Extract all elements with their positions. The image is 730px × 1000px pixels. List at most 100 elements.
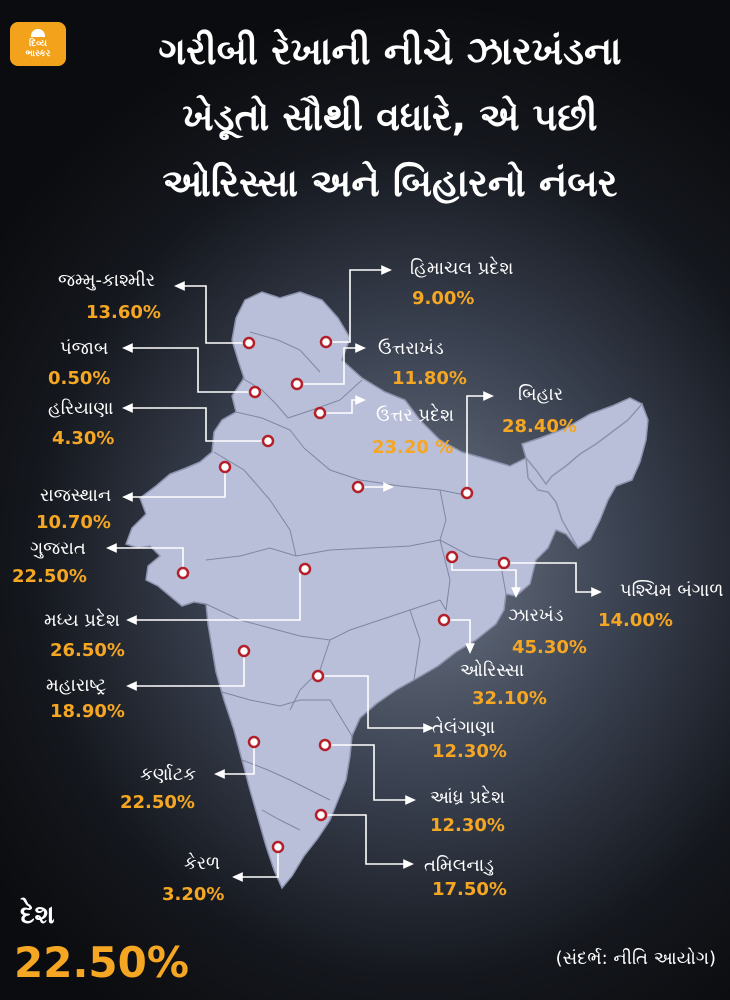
brand-logo: દિવ્ય ભાસ્કર — [10, 22, 66, 66]
label-state-6: બિહાર — [518, 384, 564, 405]
page-title: ગરીબી રેખાની નીચે ઝારખંડના ખેડૂતો સૌથી વ… — [70, 18, 710, 216]
marker-state-18 — [314, 808, 328, 822]
arrow-state-15 — [214, 769, 225, 779]
map-northeast — [525, 402, 649, 550]
marker-state-16 — [318, 738, 332, 752]
marker-state-14 — [311, 669, 325, 683]
connector-state-16 — [325, 744, 412, 801]
marker-state-2 — [248, 385, 262, 399]
marker-state-9 — [497, 556, 511, 570]
arrow-state-2 — [122, 343, 133, 353]
value-state-17: 3.20% — [162, 884, 225, 905]
arrow-state-4 — [122, 403, 133, 413]
label-state-0: જમ્મુ-કાશ્મીર — [58, 270, 156, 291]
arrow-state-6 — [483, 391, 494, 401]
marker-state-15 — [247, 735, 261, 749]
brand-line2: ભાસ્કર — [25, 49, 51, 59]
map-shape — [125, 291, 649, 890]
value-state-9: 14.00% — [598, 610, 673, 631]
arrow-state-7 — [122, 492, 133, 502]
state-markers — [176, 335, 511, 854]
connector-state-9 — [504, 562, 598, 593]
value-state-3: 11.80% — [392, 368, 467, 389]
arrow-state-1 — [381, 265, 392, 275]
arrow-state-16 — [405, 795, 416, 805]
connector-state-15 — [218, 742, 255, 775]
marker-state-0 — [242, 336, 256, 350]
connector-lines — [106, 265, 602, 882]
arrow-state-12 — [465, 643, 475, 654]
label-state-9: પશ્ચિમ બંગાળ — [620, 580, 724, 601]
connector-state-1 — [326, 269, 388, 343]
marker-state-8 — [176, 566, 190, 580]
connector-state-14 — [318, 675, 430, 729]
arrow-state-17 — [232, 872, 243, 882]
value-state-11: 45.30% — [512, 637, 587, 658]
title-line-3: ઓરિસ્સા અને બિહારનો નંબર — [162, 161, 618, 205]
value-state-1: 9.00% — [412, 288, 475, 309]
value-state-8: 22.50% — [12, 566, 87, 587]
value-state-2: 0.50% — [48, 368, 111, 389]
marker-state-6 — [460, 486, 474, 500]
arrow-state-13 — [126, 681, 137, 691]
title-line-2: ખેડૂતો સૌથી વધારે, એ પછી — [182, 95, 598, 139]
arrow-state-18 — [403, 859, 414, 869]
label-state-13: મહારાષ્ટ્ર — [46, 675, 107, 696]
label-state-11: ઝારખંડ — [508, 605, 564, 626]
state-borders — [205, 331, 507, 831]
marker-state-13 — [237, 644, 251, 658]
connector-state-11 — [451, 557, 517, 594]
label-state-17: કેરળ — [184, 853, 221, 874]
arrow-state-5 — [383, 482, 394, 492]
value-state-7: 10.70% — [36, 512, 111, 533]
value-state-16: 12.30% — [430, 815, 505, 836]
label-state-16: આંધ્ર પ્રદેશ — [430, 787, 506, 808]
label-state-8: ગુજરાત — [30, 538, 86, 559]
value-state-0: 13.60% — [86, 302, 161, 323]
brand-line1: દિવ્ય — [29, 39, 47, 49]
marker-state-3 — [290, 377, 304, 391]
label-state-10: મધ્ય પ્રદેશ — [44, 610, 120, 631]
arrow-state-11 — [511, 587, 521, 598]
marker-state-1 — [319, 335, 333, 349]
label-state-14: તેલંગાણા — [432, 717, 496, 738]
connector-state-3 — [297, 347, 362, 385]
connector-state-4 — [126, 407, 268, 442]
connector-state-0 — [178, 285, 249, 344]
arrow-state-14 — [423, 723, 434, 733]
value-state-6: 28.40% — [502, 416, 577, 437]
arrow-state-9 — [591, 587, 602, 597]
connector-state-8 — [110, 547, 184, 573]
label-state-5: ઉત્તર પ્રદેશ — [376, 405, 455, 426]
arrow-state-3 — [355, 343, 366, 353]
connector-state-12 — [444, 619, 471, 650]
label-state-4: હરિયાણા — [48, 398, 114, 419]
marker-state-17 — [271, 840, 285, 854]
value-state-10: 26.50% — [50, 640, 125, 661]
source-note: (સંદર્ભ: નીતિ આયોગ) — [555, 948, 716, 969]
country-value: 22.50% — [14, 938, 189, 987]
title-line-1: ગરીબી રેખાની નીચે ઝારખંડના — [158, 29, 622, 73]
label-state-18: તમિલનાડુ — [424, 855, 495, 876]
value-state-14: 12.30% — [432, 741, 507, 762]
marker-state-5 — [351, 480, 365, 494]
sun-icon — [31, 29, 45, 37]
connector-state-6 — [466, 395, 490, 493]
value-state-13: 18.90% — [50, 701, 125, 722]
label-state-1: હિમાચલ પ્રદેશ — [410, 258, 514, 279]
marker-state-12 — [437, 613, 451, 627]
arrow-state-10 — [126, 615, 137, 625]
map-mainland — [125, 291, 643, 890]
label-state-12: ઓરિસ્સા — [460, 660, 525, 681]
label-state-3: ઉત્તરાખંડ — [378, 338, 444, 359]
label-state-2: પંજાબ — [60, 338, 109, 359]
marker-state-4 — [261, 434, 275, 448]
connector-state-13 — [130, 651, 245, 687]
arrow-state-5 — [355, 395, 366, 405]
arrow-state-0 — [174, 281, 185, 291]
marker-state-11 — [445, 550, 459, 564]
value-state-4: 4.30% — [52, 428, 115, 449]
arrow-state-8 — [106, 543, 117, 553]
label-state-15: કર્ણાટક — [140, 764, 196, 785]
